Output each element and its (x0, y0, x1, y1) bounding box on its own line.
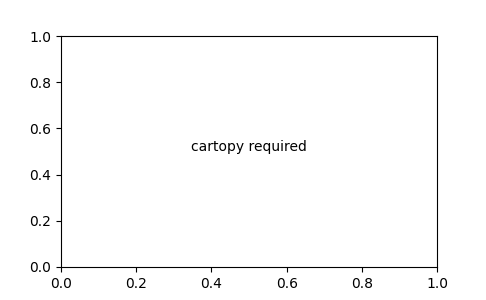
Text: cartopy required: cartopy required (191, 140, 307, 154)
